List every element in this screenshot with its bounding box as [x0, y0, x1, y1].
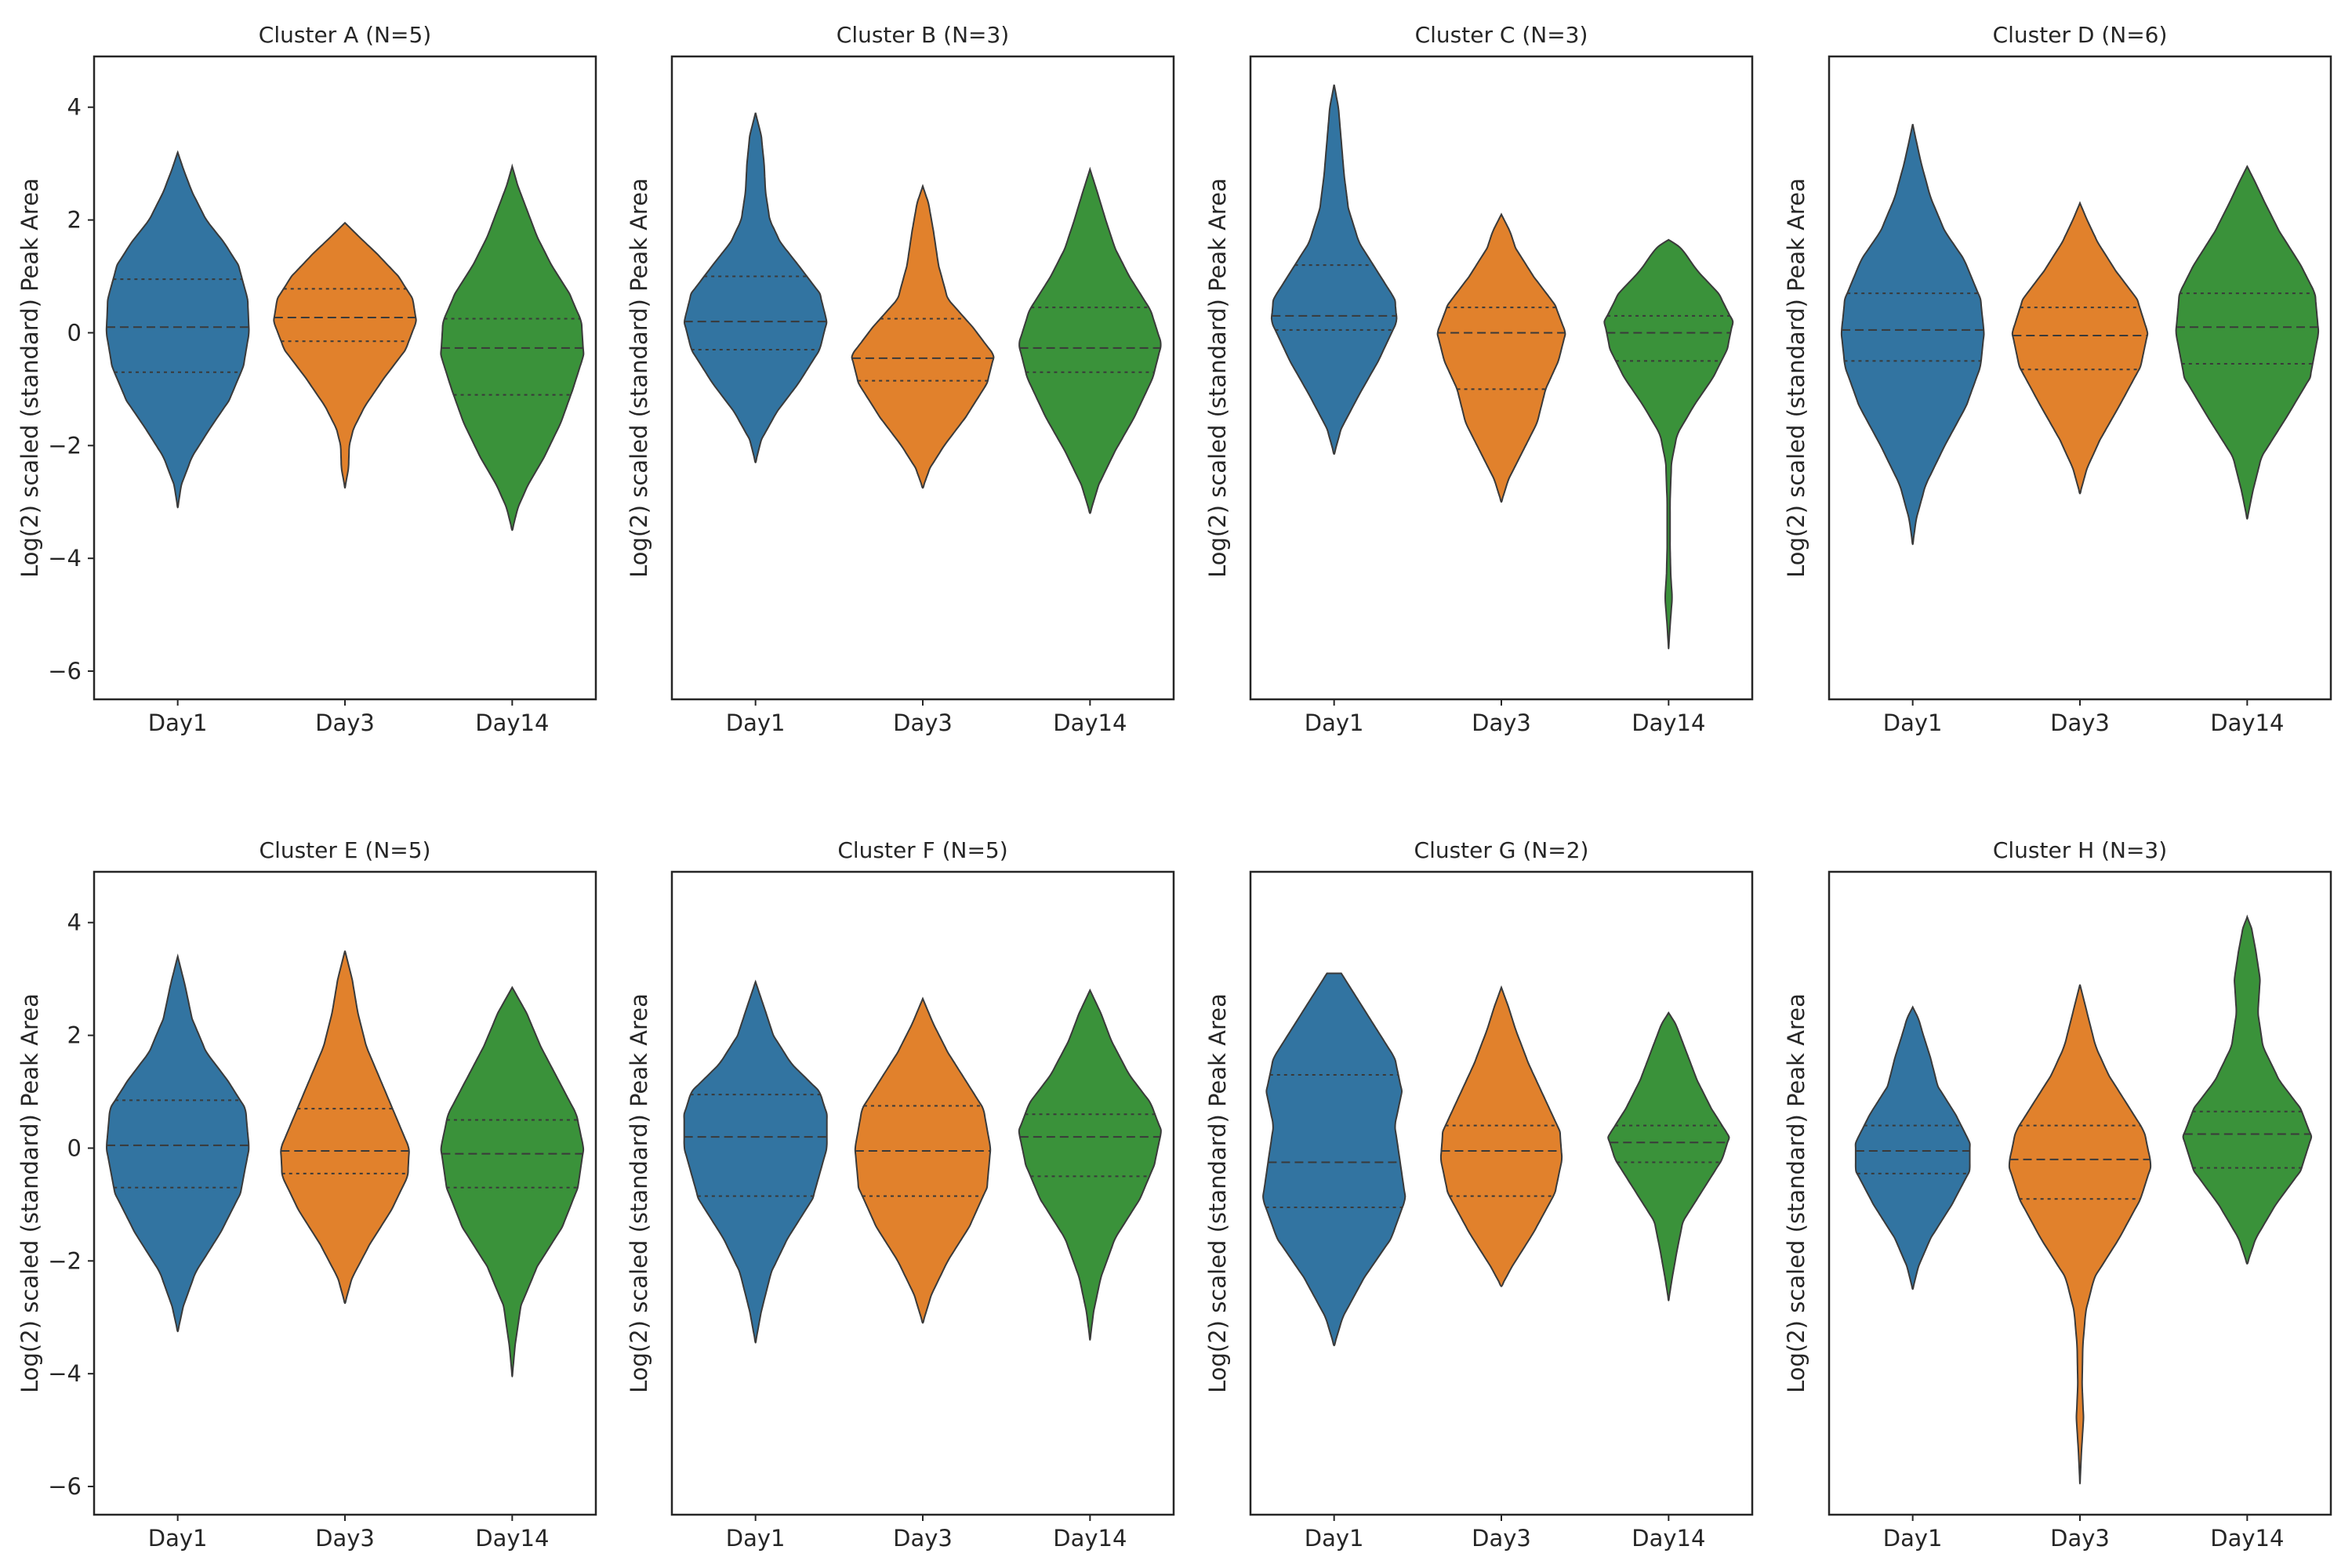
- violin-day14: [1607, 1011, 1730, 1301]
- y-tick-label: −4: [48, 545, 82, 572]
- y-axis-label: Log(2) scaled (standard) Peak Area: [1204, 993, 1231, 1393]
- violin-day1: [1262, 972, 1406, 1347]
- violin-day3: [1436, 212, 1566, 503]
- x-tick-label: Day3: [2050, 1525, 2110, 1552]
- panel-cluster-f: Cluster F (N=5) Log(2) scaled (standard) …: [626, 837, 1175, 1552]
- x-tick-label: Day3: [1472, 710, 1531, 736]
- violin-day1: [1854, 1005, 1971, 1290]
- axes-frame: [93, 55, 597, 701]
- violin-day14: [2182, 914, 2313, 1265]
- violin-day14: [1018, 988, 1162, 1341]
- x-tick-label: Day1: [1883, 1525, 1943, 1552]
- x-tick-label: Day1: [1305, 710, 1364, 736]
- y-axis-label: Log(2) scaled (standard) Peak Area: [16, 178, 43, 578]
- panel-title: Cluster B (N=3): [837, 22, 1009, 48]
- violin-day1: [1840, 124, 1985, 546]
- axes-frame: [1828, 55, 2332, 701]
- y-tick-label: −4: [48, 1360, 82, 1387]
- violin-day1: [105, 150, 250, 509]
- y-tick-label: 2: [67, 207, 82, 234]
- violin-day1: [1270, 84, 1398, 456]
- y-axis-label: Log(2) scaled (standard) Peak Area: [1783, 178, 1809, 578]
- violin-day3: [1439, 985, 1563, 1287]
- x-tick-label: Day1: [148, 710, 208, 736]
- violin-day3: [854, 996, 992, 1324]
- x-tick-label: Day1: [1305, 1525, 1364, 1552]
- panel-title: Cluster H (N=3): [1993, 837, 2167, 863]
- y-tick-label: −6: [48, 658, 82, 684]
- axes-frame: [670, 55, 1175, 701]
- violin-day14: [1018, 166, 1162, 514]
- y-tick-label: −2: [48, 432, 82, 459]
- x-tick-label: Day3: [315, 710, 375, 736]
- x-tick-label: Day14: [1632, 710, 1705, 736]
- panel-cluster-a: Cluster A (N=5) Log(2) scaled (standard) …: [16, 22, 597, 736]
- y-tick-label: 4: [67, 94, 82, 121]
- violin-day3: [273, 221, 417, 489]
- x-tick-label: Day14: [475, 1525, 549, 1552]
- x-tick-label: Day1: [726, 710, 786, 736]
- violin-day14: [440, 985, 585, 1377]
- x-tick-label: Day3: [2050, 710, 2110, 736]
- panel-title: Cluster C (N=3): [1415, 22, 1588, 48]
- violin-day14: [2175, 165, 2320, 520]
- x-tick-label: Day1: [1883, 710, 1943, 736]
- panel-title: Cluster D (N=6): [1993, 22, 2168, 48]
- panel-title: Cluster F (N=5): [837, 837, 1007, 863]
- violin-day1: [683, 112, 828, 463]
- y-tick-label: 2: [67, 1022, 82, 1049]
- x-tick-label: Day1: [726, 1525, 786, 1552]
- y-axis-label: Log(2) scaled (standard) Peak Area: [626, 178, 652, 578]
- axes-frame: [670, 870, 1175, 1516]
- x-tick-label: Day3: [893, 710, 953, 736]
- y-tick-label: 0: [67, 1134, 82, 1161]
- panel-cluster-e: Cluster E (N=5) Log(2) scaled (standard) …: [16, 837, 597, 1552]
- panel-cluster-c: Cluster C (N=3) Log(2) scaled (standard) …: [1204, 22, 1754, 736]
- x-tick-label: Day3: [1472, 1525, 1531, 1552]
- y-tick-label: 4: [67, 909, 82, 936]
- violin-day3: [2008, 984, 2152, 1485]
- axes-frame: [93, 870, 597, 1516]
- panel-cluster-b: Cluster B (N=3) Log(2) scaled (standard) …: [626, 22, 1175, 736]
- x-tick-label: Day14: [2210, 1525, 2284, 1552]
- violin-day3: [2011, 201, 2149, 495]
- violin-day14: [1603, 238, 1734, 650]
- y-tick-label: 0: [67, 319, 82, 346]
- x-tick-label: Day14: [475, 710, 549, 736]
- panel-cluster-g: Cluster G (N=2) Log(2) scaled (standard) …: [1204, 837, 1754, 1552]
- y-tick-label: −6: [48, 1473, 82, 1500]
- panel-cluster-h: Cluster H (N=3) Log(2) scaled (standard) …: [1783, 837, 2332, 1552]
- x-tick-label: Day14: [2210, 710, 2284, 736]
- y-axis-label: Log(2) scaled (standard) Peak Area: [16, 993, 43, 1393]
- x-tick-label: Day1: [148, 1525, 208, 1552]
- y-axis-label: Log(2) scaled (standard) Peak Area: [1204, 178, 1231, 578]
- axes-frame: [1249, 55, 1754, 701]
- x-tick-label: Day14: [1632, 1525, 1705, 1552]
- panel-cluster-d: Cluster D (N=6) Log(2) scaled (standard) …: [1783, 22, 2332, 736]
- panel-title: Cluster G (N=2): [1414, 837, 1589, 863]
- x-tick-label: Day3: [893, 1525, 953, 1552]
- violin-day1: [683, 979, 828, 1344]
- y-tick-label: −2: [48, 1247, 82, 1274]
- violin-day1: [106, 953, 250, 1333]
- x-tick-label: Day14: [1053, 710, 1127, 736]
- violin-day3: [851, 183, 995, 489]
- axes-frame: [1249, 870, 1754, 1516]
- x-tick-label: Day14: [1053, 1525, 1127, 1552]
- x-tick-label: Day3: [315, 1525, 375, 1552]
- y-axis-label: Log(2) scaled (standard) Peak Area: [626, 993, 652, 1393]
- y-axis-label: Log(2) scaled (standard) Peak Area: [1783, 993, 1809, 1393]
- panel-title: Cluster A (N=5): [259, 22, 431, 48]
- panel-title: Cluster E (N=5): [260, 837, 431, 863]
- axes-frame: [1828, 870, 2332, 1516]
- violin-day3: [280, 950, 410, 1305]
